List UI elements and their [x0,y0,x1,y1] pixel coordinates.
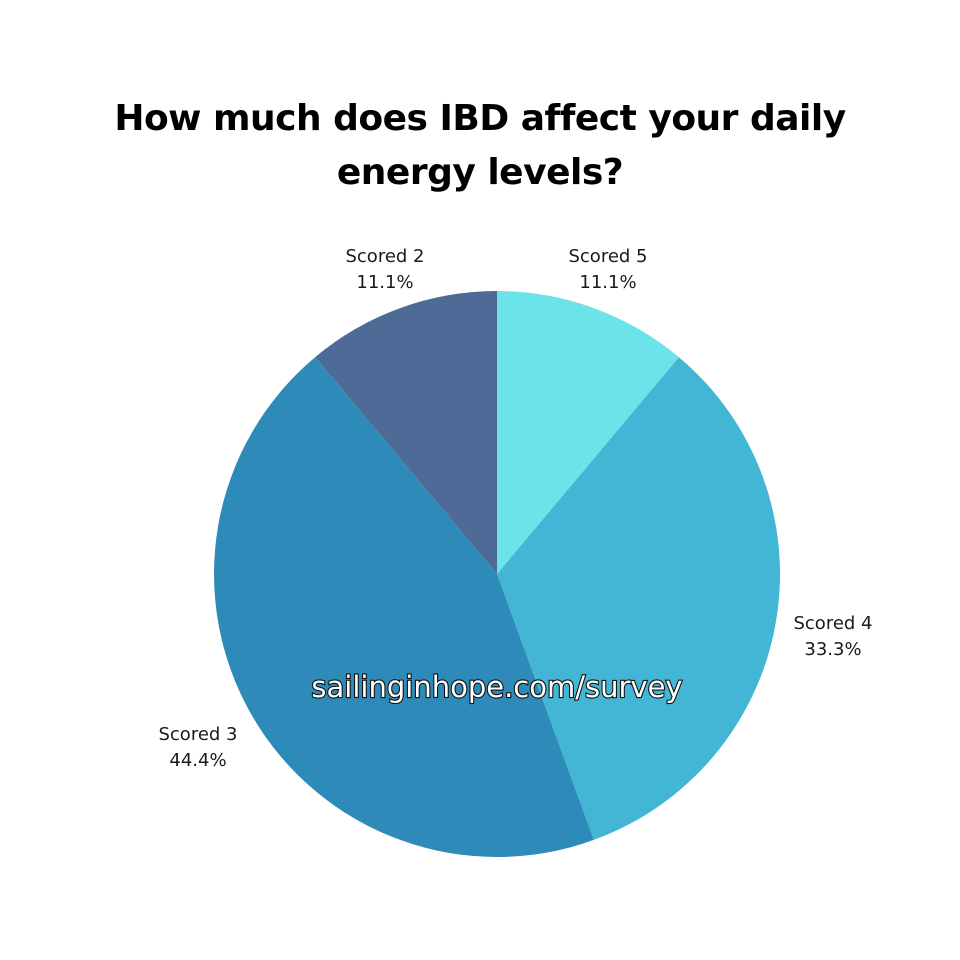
watermark-text: sailinginhope.com/survey [311,670,682,704]
pie-slice-scored-4 [497,357,780,840]
slice-label-name: Scored 5 [568,246,647,267]
slice-label-name: Scored 2 [345,246,424,267]
pie-slices [213,291,780,857]
slice-label-value: 44.4% [169,750,226,771]
slice-label-value: 33.3% [804,639,861,660]
slice-label-value: 11.1% [579,272,636,293]
slice-label-name: Scored 4 [793,613,872,634]
chart-title: How much does IBD affect your daily ener… [114,98,846,193]
pie-labels: Scored 5 11.1% Scored 4 33.3% Scored 3 44.4% S… [158,246,872,771]
slice-label-name: Scored 3 [158,724,237,745]
pie-slice-scored-5 [497,291,679,574]
pie-slice-scored-2 [315,291,497,574]
slice-label-value: 11.1% [356,272,413,293]
pie-slice-scored-3 [213,357,594,857]
